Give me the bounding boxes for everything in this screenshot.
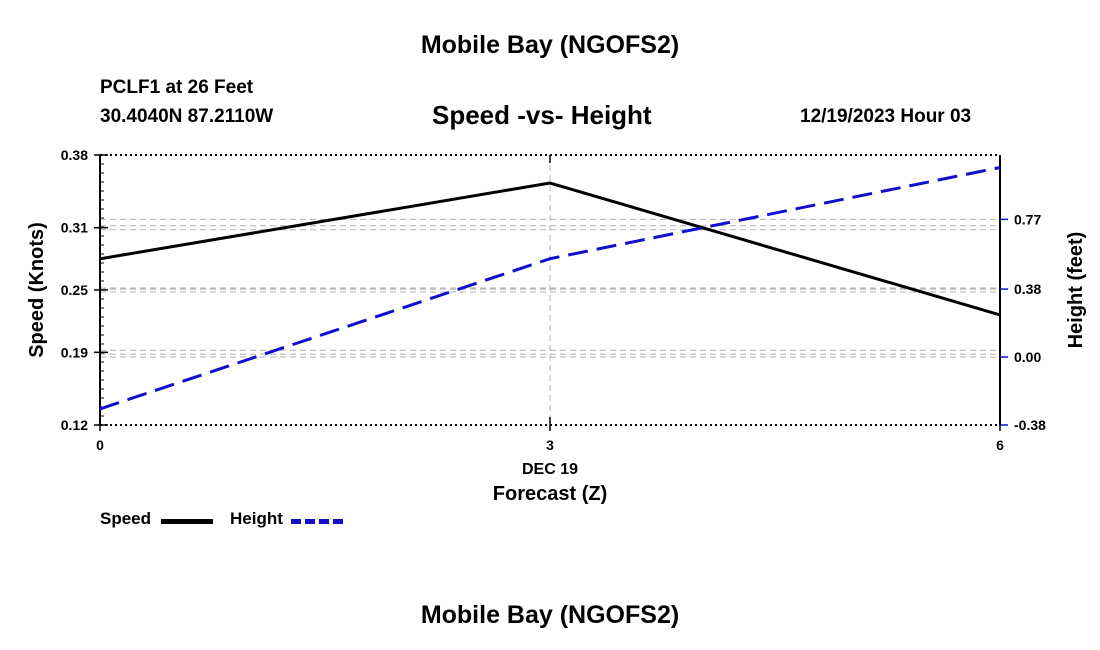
left-tick-label: 0.38: [61, 147, 88, 163]
series-line-height: [99, 166, 1001, 411]
right-axis-label: Height (feet): [1065, 232, 1087, 349]
chart-main-title-bottom: Mobile Bay (NGOFS2): [420, 601, 680, 629]
chart-axes: 0.12 0.19 0.25 0.31 0.38 -0.38 0.00 0.38 0.77 0 3 6: [61, 147, 1046, 453]
chart-series: [99, 166, 1001, 411]
x-axis-label: Forecast (Z): [493, 483, 607, 505]
legend-speed-label: Speed: [100, 509, 152, 528]
left-tick-label: 0.31: [61, 220, 88, 236]
series-line-speed: [99, 181, 1001, 317]
right-tick-label: 0.38: [1014, 281, 1041, 297]
right-tick-label: 0.77: [1014, 211, 1041, 227]
legend-speed-swatch: [161, 519, 213, 524]
chart-subtitle: Speed -vs- Height: [432, 100, 652, 130]
x-tick-label: 6: [996, 437, 1004, 453]
forecast-datetime: 12/19/2023 Hour 03: [800, 106, 972, 127]
station-coordinates: 30.4040N 87.2110W: [100, 106, 274, 127]
grid-lines: [100, 155, 1000, 425]
left-axis-label: Speed (Knots): [26, 222, 48, 358]
x-tick-label: 3: [546, 437, 554, 453]
x-date-label: DEC 19: [522, 461, 578, 478]
left-tick-label: 0.12: [61, 417, 88, 433]
station-label: PCLF1 at 26 Feet: [100, 77, 254, 98]
legend-height-label: Height: [230, 509, 283, 528]
legend-height-swatch: [291, 519, 343, 524]
left-tick-label: 0.25: [61, 282, 88, 298]
right-tick-label: 0.00: [1014, 349, 1041, 365]
x-tick-label: 0: [96, 437, 104, 453]
right-tick-label: -0.38: [1014, 417, 1046, 433]
chart-main-title: Mobile Bay (NGOFS2): [420, 31, 680, 59]
left-tick-label: 0.19: [61, 344, 88, 360]
